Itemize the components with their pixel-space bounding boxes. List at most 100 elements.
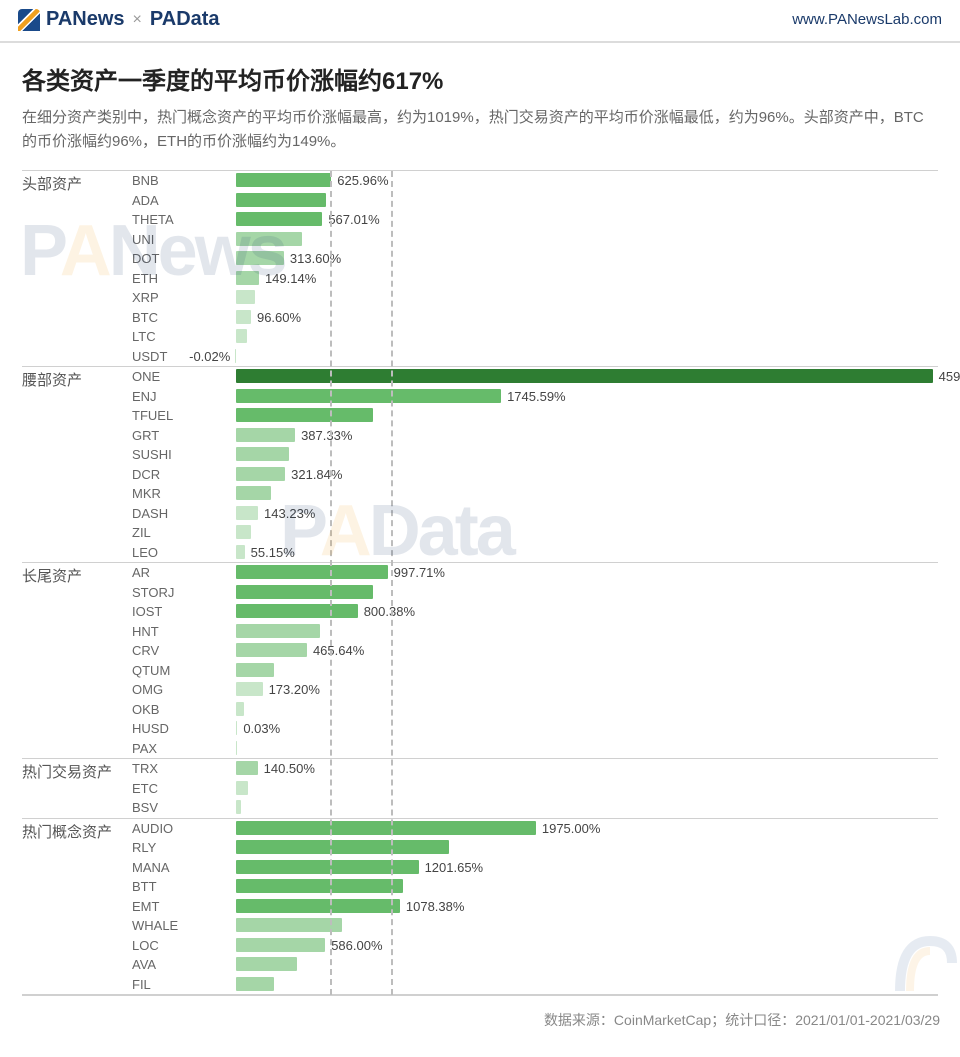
asset-name: GRT [132, 428, 222, 443]
bar [236, 329, 247, 343]
asset-name: BTC [132, 310, 222, 325]
value-label: 1201.65% [425, 858, 484, 878]
bar [236, 840, 448, 854]
value-label: 1975.00% [542, 819, 601, 839]
asset-row: TRX140.50% [132, 759, 938, 779]
asset-row: WHALE [132, 916, 938, 936]
bar [236, 506, 258, 520]
chart: 头部资产BNB625.96%ADATHETA567.01%UNIDOT313.6… [22, 170, 938, 996]
asset-row: GRT387.33% [132, 426, 938, 446]
chart-title: 各类资产一季度的平均币价涨幅约617% [22, 61, 938, 96]
asset-name: RLY [132, 840, 222, 855]
asset-name: FIL [132, 977, 222, 992]
bar [236, 957, 297, 971]
asset-name: BSV [132, 800, 222, 815]
asset-name: AVA [132, 957, 222, 972]
bar [236, 682, 262, 696]
bar [236, 741, 237, 755]
bar [236, 800, 241, 814]
asset-group: 热门交易资产TRX140.50%ETCBSV [22, 759, 938, 819]
bar [236, 879, 403, 893]
asset-row: EMT 1078.38% [132, 897, 938, 917]
group-label: 热门概念资产 [22, 819, 132, 842]
brand-2: PAData [150, 8, 220, 31]
value-label: 800.38% [364, 602, 415, 622]
value-label: 567.01% [328, 210, 379, 230]
value-label: 586.00% [331, 936, 382, 956]
asset-name: AR [132, 565, 222, 580]
value-label: 0.03% [243, 719, 280, 739]
asset-row: ETC [132, 779, 938, 799]
asset-name: ZIL [132, 525, 222, 540]
asset-name: SUSHI [132, 447, 222, 462]
value-label: 140.50% [264, 759, 315, 779]
bar [236, 212, 322, 226]
bar [236, 761, 257, 775]
asset-row: ZIL [132, 523, 938, 543]
asset-group: 腰部资产ONE4591.18%ENJ1745.59%TFUELGRT387.33… [22, 367, 938, 563]
asset-row: THETA 567.01% [132, 210, 938, 230]
asset-name: HNT [132, 624, 222, 639]
asset-row: UNI [132, 230, 938, 250]
bar [236, 525, 251, 539]
asset-row: TFUEL [132, 406, 938, 426]
bar [236, 271, 259, 285]
asset-group: 长尾资产AR997.71%STORJIOST800.38%HNTCRV465.6… [22, 563, 938, 759]
asset-row: AUDIO 1975.00% [132, 819, 938, 839]
chart-subtitle: 在细分资产类别中，热门概念资产的平均币价涨幅最高，约为1019%，热门交易资产的… [22, 106, 938, 154]
asset-row: USDT-0.02% [132, 347, 938, 367]
asset-name: XRP [132, 290, 222, 305]
group-label: 长尾资产 [22, 563, 132, 586]
asset-name: IOST [132, 604, 222, 619]
asset-name: TFUEL [132, 408, 222, 423]
asset-row: LOC 586.00% [132, 936, 938, 956]
value-label: 1078.38% [406, 897, 465, 917]
asset-name: LEO [132, 545, 222, 560]
asset-row: XRP [132, 288, 938, 308]
asset-name: DASH [132, 506, 222, 521]
asset-row: BTC 96.60% [132, 308, 938, 328]
asset-row: HUSD0.03% [132, 719, 938, 739]
value-label: 1745.59% [507, 387, 566, 407]
asset-name: AUDIO [132, 821, 222, 836]
asset-row: BTT [132, 877, 938, 897]
gridline [330, 171, 332, 995]
asset-row: OMG173.20% [132, 680, 938, 700]
asset-name: ADA [132, 193, 222, 208]
asset-row: HNT [132, 622, 938, 642]
bar [236, 251, 284, 265]
value-label: 4591.18% [939, 367, 960, 387]
bar [236, 565, 387, 579]
asset-name: LOC [132, 938, 222, 953]
bar [236, 408, 373, 422]
asset-name: MANA [132, 860, 222, 875]
bar [236, 938, 325, 952]
header: PANews × PAData www.PANewsLab.com [0, 0, 960, 43]
asset-name: MKR [132, 486, 222, 501]
asset-name: THETA [132, 212, 222, 227]
bar [236, 193, 325, 207]
bar [236, 977, 274, 991]
value-label: 313.60% [290, 249, 341, 269]
logo-icon [18, 9, 40, 31]
bar [236, 173, 331, 187]
asset-name: QTUM [132, 663, 222, 678]
asset-name: EMT [132, 899, 222, 914]
bar [236, 428, 295, 442]
asset-row: BNB625.96% [132, 171, 938, 191]
bar [236, 290, 254, 304]
asset-name: STORJ [132, 585, 222, 600]
asset-name: WHALE [132, 918, 222, 933]
asset-row: ONE4591.18% [132, 367, 938, 387]
bar [236, 604, 357, 618]
brand: PANews × PAData [18, 8, 220, 31]
value-label: 625.96% [337, 171, 388, 191]
value-label: 96.60% [257, 308, 301, 328]
brand-1: PANews [46, 8, 125, 31]
group-label: 头部资产 [22, 171, 132, 194]
asset-name: PAX [132, 741, 222, 756]
bar [236, 389, 501, 403]
value-label: 997.71% [394, 563, 445, 583]
bar [236, 486, 271, 500]
asset-row: ETH149.14% [132, 269, 938, 289]
